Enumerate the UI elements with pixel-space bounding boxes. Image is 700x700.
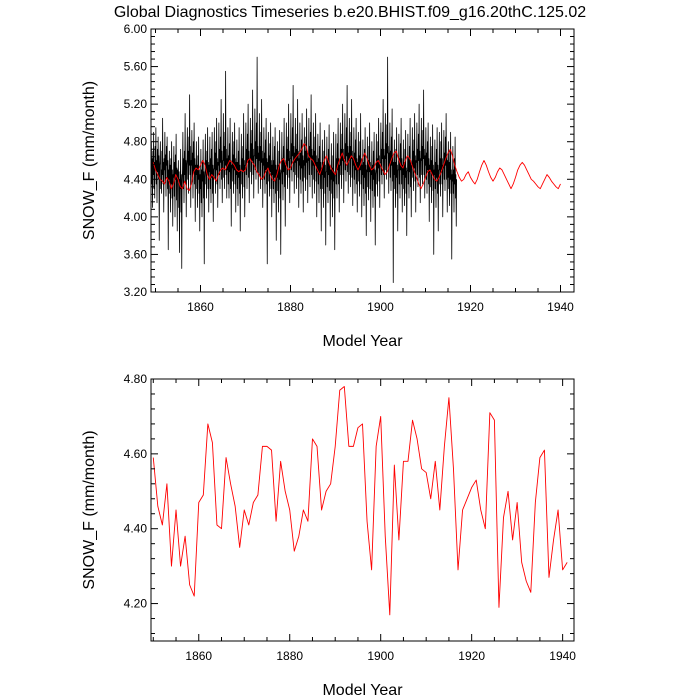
- panel-bottom: 1860 1880 1900 1920 1940 4.20 4.40 4.60 4.80 Mod…: [81, 372, 576, 699]
- figure-title: Global Diagnostics Timeseries b.e20.BHIS…: [114, 4, 586, 21]
- y-tick-label: 4.40: [124, 172, 148, 186]
- y-tick-label: 4.80: [124, 372, 148, 386]
- x-tick-label: 1860: [185, 649, 212, 663]
- ticks-bottom: 1860 1880 1900 1920 1940 4.20 4.40 4.60 4.80: [124, 372, 577, 663]
- y-tick-label: 4.80: [124, 135, 148, 149]
- x-tick-label: 1880: [276, 649, 303, 663]
- ticks-top: 1860 1880 1900 1920 1940 3.20 3.60 4.00 4.40 4.80…: [124, 22, 575, 314]
- y-tick-label: 5.20: [124, 97, 148, 111]
- y-tick-label: 3.20: [124, 285, 148, 299]
- x-tick-label: 1900: [367, 649, 394, 663]
- x-tick-label: 1900: [367, 300, 394, 314]
- y-tick-label: 3.60: [124, 247, 148, 261]
- y-axis-label-bottom: SNOW_F (mm/month): [81, 430, 98, 589]
- x-axis-label-bottom: Model Year: [322, 682, 403, 699]
- plot-frame-bottom: [150, 378, 575, 642]
- y-tick-label: 4.20: [124, 597, 148, 611]
- x-tick-label: 1940: [547, 300, 574, 314]
- y-tick-label: 4.40: [124, 522, 148, 536]
- x-tick-label: 1940: [549, 649, 576, 663]
- x-tick-label: 1920: [458, 649, 485, 663]
- y-tick-label: 4.00: [124, 210, 148, 224]
- y-axis-label-top: SNOW_F (mm/month): [81, 81, 98, 240]
- y-tick-label: 4.60: [124, 447, 148, 461]
- x-axis-label-top: Model Year: [322, 333, 403, 350]
- y-tick-label: 5.60: [124, 60, 148, 74]
- series-layer-top: [150, 56, 561, 284]
- x-tick-label: 1880: [277, 300, 304, 314]
- plot-frame-top: [150, 28, 575, 293]
- y-tick-label: 6.00: [124, 22, 148, 36]
- series-layer-bottom: [152, 386, 568, 616]
- series-line-annual-panel-0: [152, 143, 561, 192]
- x-tick-label: 1860: [187, 300, 214, 314]
- x-tick-label: 1920: [457, 300, 484, 314]
- series-line-monthly-panel-0: [150, 56, 458, 284]
- series-line-annual-panel-1: [152, 386, 568, 616]
- panel-top: 1860 1880 1900 1920 1940 3.20 3.60 4.00 4.40 4.80…: [81, 22, 575, 350]
